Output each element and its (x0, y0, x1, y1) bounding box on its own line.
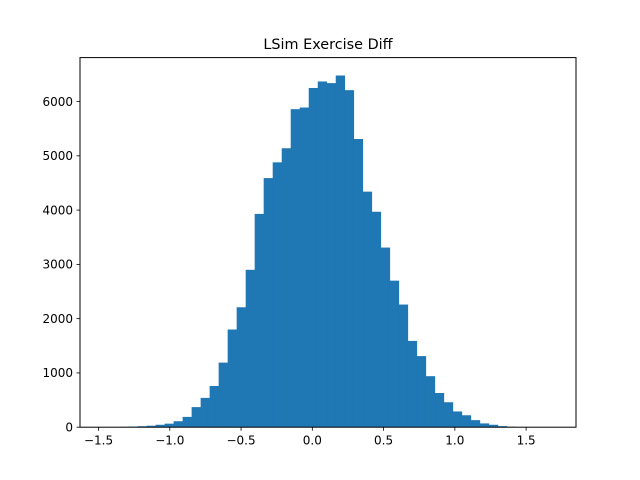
histogram-bar (227, 329, 237, 428)
histogram-bar (182, 416, 192, 428)
y-tick-label: 0 (65, 421, 73, 435)
histogram-bar (407, 340, 418, 428)
x-tick-label: 0.0 (303, 434, 322, 448)
histogram-bar (344, 90, 355, 428)
histogram-bar (218, 362, 228, 428)
histogram-bar (146, 425, 156, 428)
x-tick-label: 1.5 (517, 434, 536, 448)
histogram-bar (272, 162, 283, 428)
x-tick-label: 0.5 (374, 434, 393, 448)
histogram-bar (470, 420, 481, 428)
x-tick-label: −0.5 (226, 434, 255, 448)
y-tick-label: 3000 (42, 258, 73, 272)
histogram-bar (497, 426, 508, 428)
x-tick-label: −1.0 (155, 434, 184, 448)
histogram-bar (326, 83, 337, 428)
x-tick-label: 1.0 (445, 434, 464, 448)
histogram-bar (479, 423, 490, 428)
y-tick-label: 4000 (42, 203, 73, 217)
plot-frame (79, 57, 577, 428)
histogram-bar (245, 269, 255, 428)
bars-group (101, 75, 562, 428)
histogram-bar (290, 109, 301, 428)
histogram-bar (362, 191, 373, 428)
histogram-bar (200, 397, 210, 428)
histogram-bar (299, 107, 310, 428)
y-tick-label: 2000 (42, 312, 73, 326)
histogram-bar (461, 415, 472, 428)
histogram-bar (263, 178, 273, 428)
y-axis: 0 1000 2000 3000 4000 5000 6000 (42, 95, 80, 435)
histogram-bar (335, 75, 346, 428)
histogram-bar (209, 385, 219, 428)
histogram-bar (389, 280, 400, 428)
histogram-bar (443, 402, 454, 428)
histogram-bar (155, 424, 165, 428)
histogram-bar (416, 356, 427, 428)
histogram-bar (164, 423, 174, 428)
chart-title: LSim Exercise Diff (263, 37, 393, 53)
x-axis: −1.5 −1.0 −0.5 0.0 0.5 1.0 1.5 (84, 427, 536, 448)
histogram-bar (254, 213, 264, 428)
y-tick-label: 6000 (42, 95, 73, 109)
histogram-bar (398, 304, 409, 428)
histogram-bar (371, 211, 382, 428)
y-tick-label: 1000 (42, 366, 73, 380)
histogram-bar (173, 421, 183, 428)
histogram-bar (425, 376, 436, 428)
histogram-bar (488, 424, 499, 428)
histogram-bar (317, 81, 328, 428)
histogram-bar (380, 247, 391, 428)
histogram-bar (452, 411, 463, 428)
histogram-bar (236, 307, 246, 428)
histogram-bar (308, 87, 319, 428)
histogram-bar (281, 148, 292, 428)
y-tick-label: 5000 (42, 149, 73, 163)
histogram-bar (353, 139, 364, 428)
histogram-bar (434, 393, 445, 428)
x-tick-label: −1.5 (84, 434, 113, 448)
histogram-bar (191, 407, 201, 428)
